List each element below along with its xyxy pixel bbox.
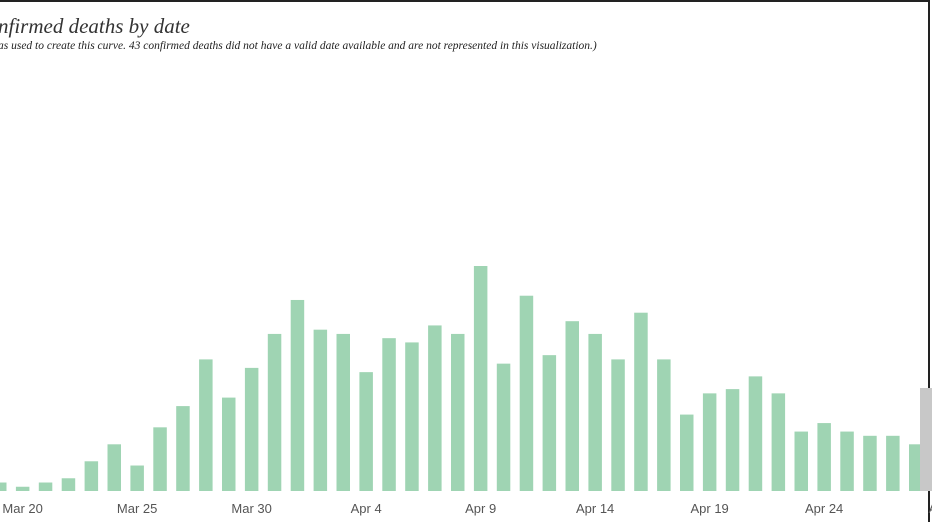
bar-apr-5[interactable] xyxy=(382,338,396,491)
bar-mar-30[interactable] xyxy=(244,367,259,491)
bar-apr-21[interactable] xyxy=(748,376,763,491)
bar-apr-14[interactable] xyxy=(588,333,602,491)
selection-highlight xyxy=(920,388,932,491)
bar-apr-24[interactable] xyxy=(817,423,831,491)
bar-apr-4[interactable] xyxy=(359,372,373,491)
bar-mar-27[interactable] xyxy=(176,406,190,491)
bar-apr-8[interactable] xyxy=(451,333,465,491)
x-tick-label: Mar 20 xyxy=(2,501,42,516)
bar-mar-25[interactable] xyxy=(130,465,144,491)
bar-apr-13[interactable] xyxy=(565,321,580,491)
bar-mar-26[interactable] xyxy=(153,427,167,491)
bar-apr-17[interactable] xyxy=(657,359,671,491)
x-tick-label: Apr 24 xyxy=(805,501,843,516)
bar-apr-9[interactable] xyxy=(473,266,488,491)
bar-apr-11[interactable] xyxy=(519,295,534,491)
bar-mar-20[interactable] xyxy=(15,486,30,491)
bar-apr-22[interactable] xyxy=(771,393,786,491)
bar-mar-29[interactable] xyxy=(222,397,236,491)
bar-apr-1[interactable] xyxy=(290,299,305,491)
bar-mar-23[interactable] xyxy=(84,461,99,491)
bar-apr-16[interactable] xyxy=(634,312,648,491)
bar-mar-19[interactable] xyxy=(0,482,7,491)
bar-apr-28[interactable] xyxy=(909,444,923,491)
chart-subtitle: as used to create this curve. 43 confirm… xyxy=(0,40,597,52)
bar-apr-7[interactable] xyxy=(428,325,442,491)
bar-mar-22[interactable] xyxy=(61,478,76,491)
bar-mar-28[interactable] xyxy=(199,359,213,491)
x-tick-label: Apr 14 xyxy=(576,501,614,516)
bar-apr-19[interactable] xyxy=(702,393,717,491)
bar-mar-24[interactable] xyxy=(107,444,122,491)
x-tick-label: Apr 9 xyxy=(465,501,496,516)
x-tick-label: Apr 4 xyxy=(351,501,382,516)
bar-apr-3[interactable] xyxy=(336,333,351,491)
x-tick-label: Apr 19 xyxy=(690,501,728,516)
chart-title: nfirmed deaths by date xyxy=(0,14,190,38)
bar-apr-23[interactable] xyxy=(794,431,809,491)
bar-apr-26[interactable] xyxy=(863,435,877,491)
bar-apr-27[interactable] xyxy=(886,435,900,491)
bar-apr-15[interactable] xyxy=(611,359,625,491)
x-tick-label: Apr xyxy=(929,501,932,516)
x-tick-label: Mar 25 xyxy=(117,501,157,516)
bar-mar-21[interactable] xyxy=(38,482,53,491)
x-tick-label: Mar 30 xyxy=(231,501,271,516)
bar-apr-12[interactable] xyxy=(542,355,557,491)
bar-apr-6[interactable] xyxy=(405,342,419,491)
bar-apr-10[interactable] xyxy=(496,363,511,491)
bar-apr-25[interactable] xyxy=(840,431,854,491)
bar-apr-2[interactable] xyxy=(313,329,328,491)
bar-mar-31[interactable] xyxy=(267,333,282,491)
bar-apr-20[interactable] xyxy=(725,389,740,491)
bar-apr-18[interactable] xyxy=(680,414,694,491)
